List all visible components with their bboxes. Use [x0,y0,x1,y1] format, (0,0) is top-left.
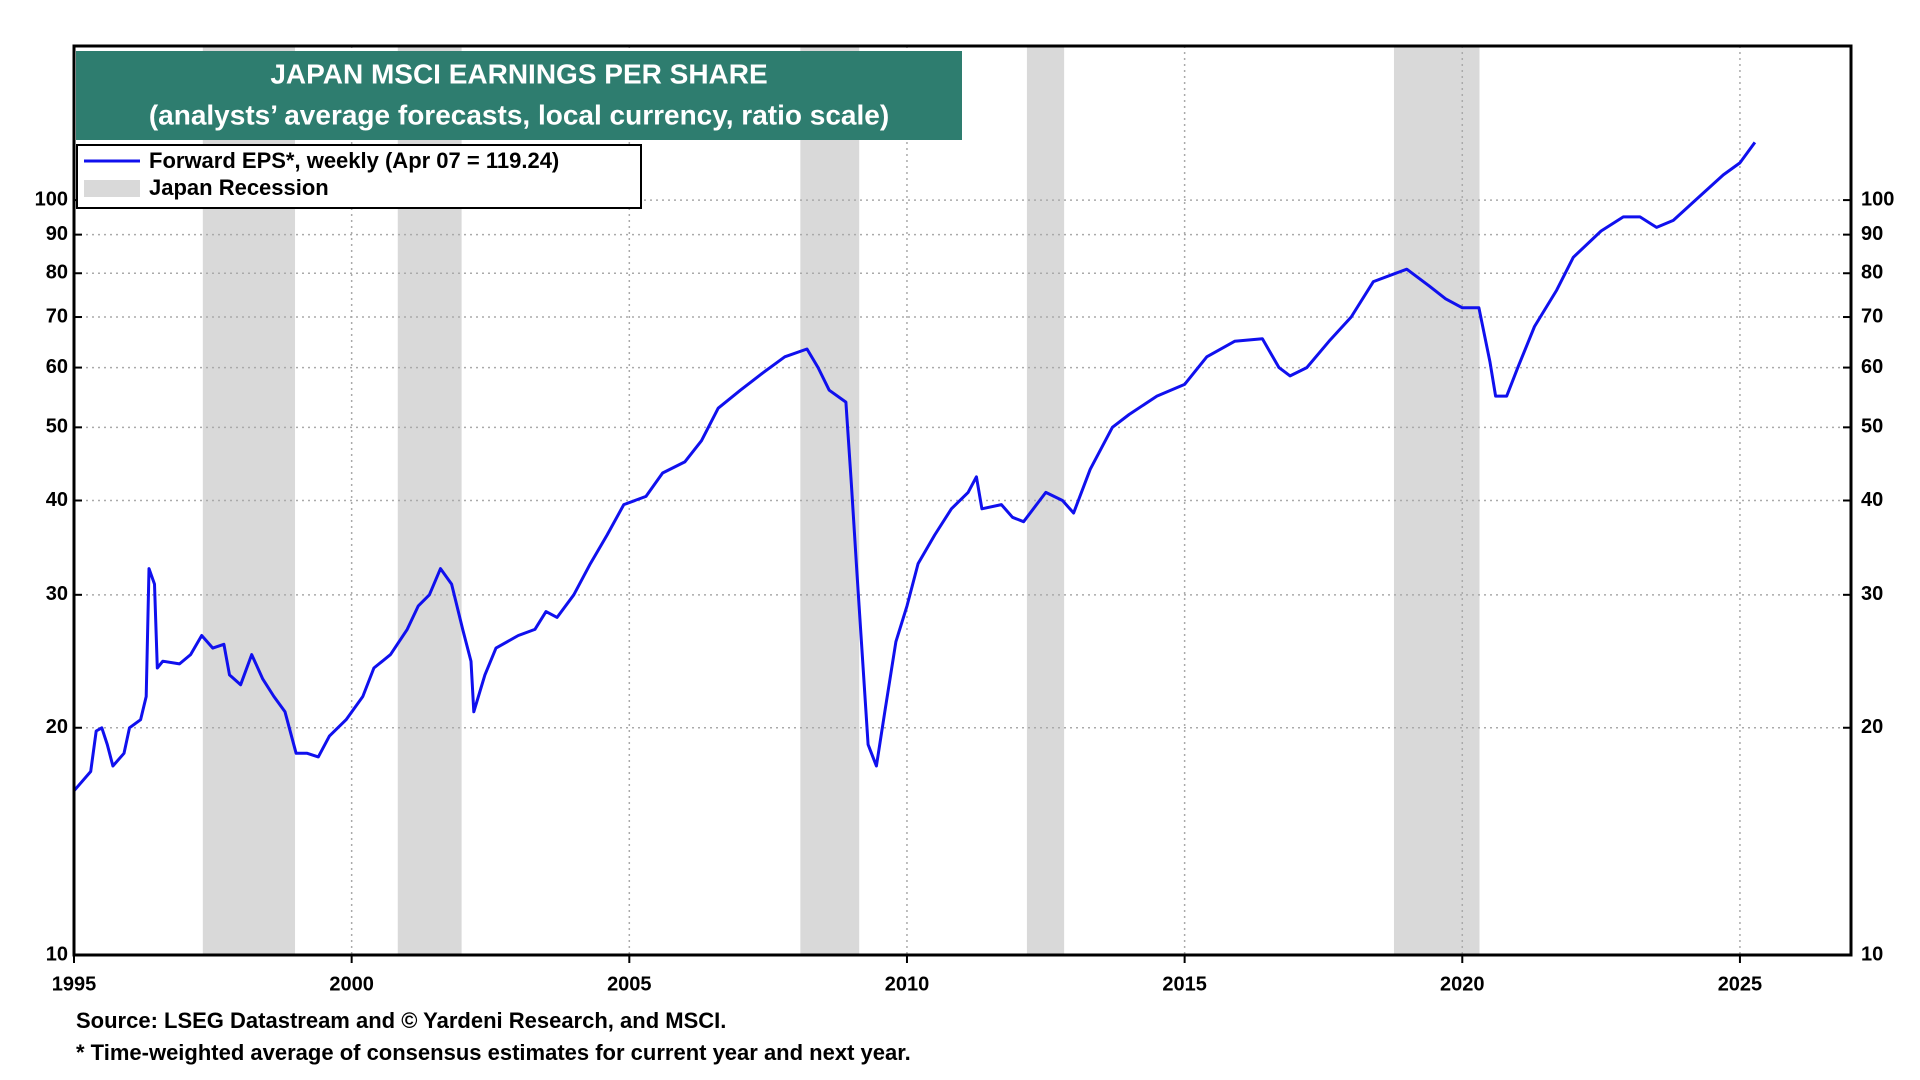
chart-subtitle: (analysts’ average forecasts, local curr… [149,99,889,130]
y-tick-label: 70 [46,305,68,327]
y-tick-label: 80 [46,262,68,284]
x-tick-label: 2025 [1718,973,1763,995]
x-tick-label: 2015 [1162,973,1207,995]
y2-tick-label: 80 [1861,262,1883,284]
recession-band [1026,46,1065,955]
legend-label: Japan Recession [149,175,329,200]
y-tick-label: 30 [46,583,68,605]
y-tick-label: 40 [46,489,68,511]
x-tick-label: 1995 [52,973,97,995]
legend-label: Forward EPS*, weekly (Apr 07 = 119.24) [149,148,559,173]
y2-tick-label: 50 [1861,416,1883,438]
y2-tick-label: 30 [1861,583,1883,605]
recession-band [800,46,860,955]
x-tick-label: 2000 [329,973,374,995]
data-lines [72,141,1757,792]
y-tick-label: 100 [35,188,68,210]
x-tick-label: 2005 [607,973,652,995]
chart-title: JAPAN MSCI EARNINGS PER SHARE [270,58,767,89]
y2-tick-label: 10 [1861,943,1883,965]
y-tick-label: 90 [46,223,68,245]
y2-tick-label: 40 [1861,489,1883,511]
y-tick-label: 60 [46,356,68,378]
y2-tick-label: 60 [1861,356,1883,378]
source-note: Source: LSEG Datastream and © Yardeni Re… [76,1008,726,1033]
y-tick-label: 10 [46,943,68,965]
y-tick-label: 50 [46,416,68,438]
y-tick-label: 20 [46,716,68,738]
y2-tick-label: 90 [1861,223,1883,245]
grid [73,46,1851,956]
y2-tick-label: 100 [1861,188,1894,210]
data-line [72,141,1757,792]
title-box [76,51,962,140]
y2-tick-label: 70 [1861,305,1883,327]
footnote: * Time-weighted average of consensus est… [76,1040,911,1065]
legend-box [76,144,642,209]
x-tick-label: 2020 [1440,973,1485,995]
x-tick-label: 2010 [885,973,930,995]
y2-tick-label: 20 [1861,716,1883,738]
legend-swatch [84,180,140,197]
